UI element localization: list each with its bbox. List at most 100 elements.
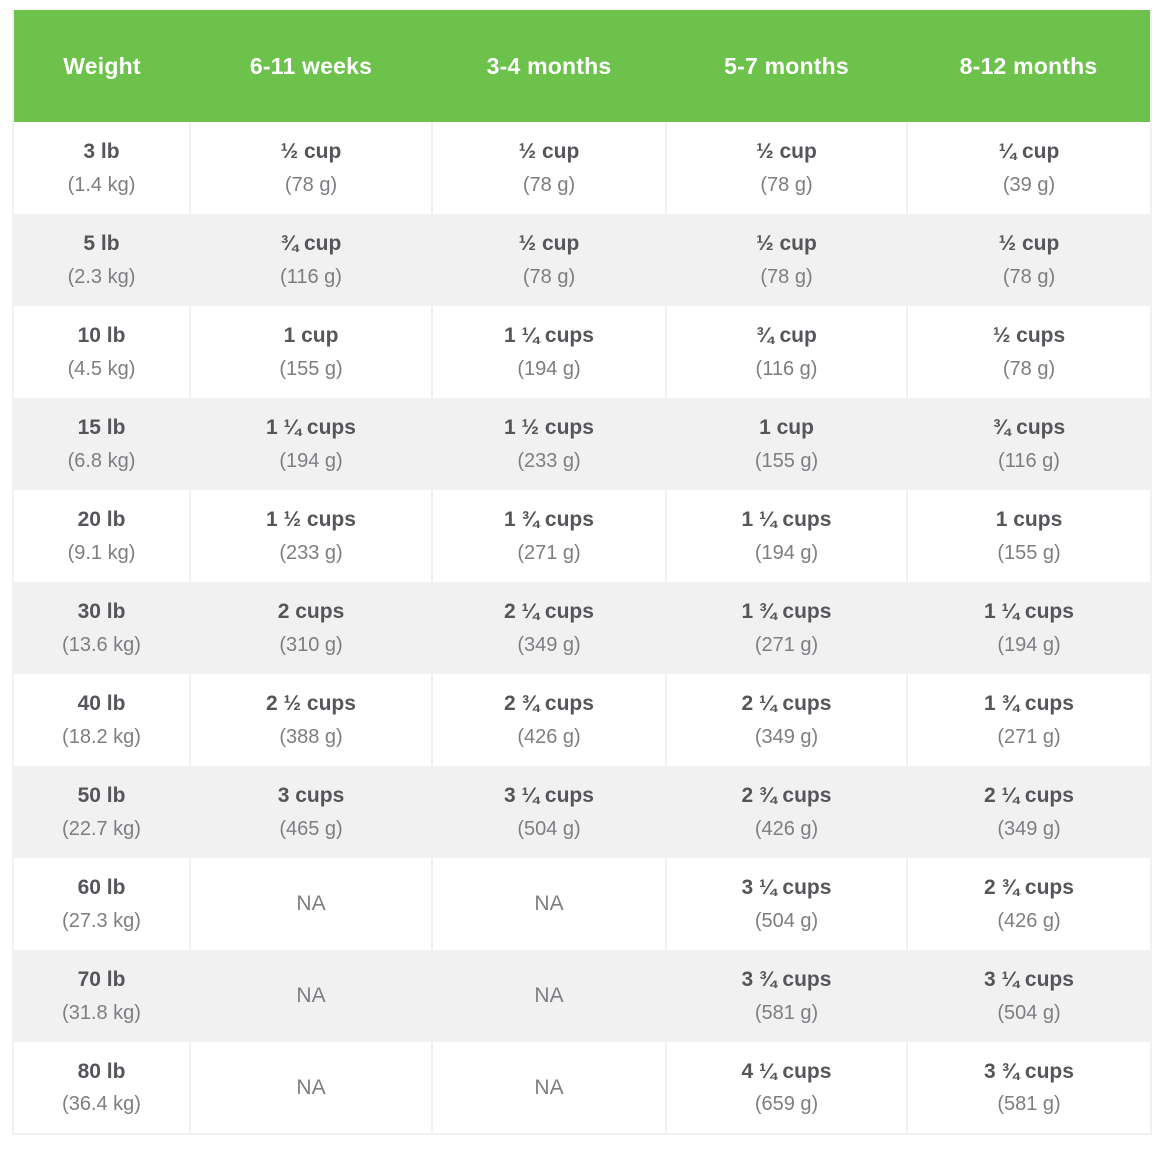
table-row-80-lb: 80 lb (36.4 kg) NA NA 4 ¼ cups (659 g) 3 ¾ cup… (13, 1042, 1151, 1134)
grams-value: (581 g) (997, 1093, 1061, 1116)
cups-value: ½ cup (518, 232, 580, 256)
grams-value: (194 g) (997, 633, 1061, 656)
grams-value: (271 g) (754, 633, 819, 656)
amount-cell: ½ cup (78 g) (432, 214, 667, 306)
table-row-50-lb: 50 lb (22.7 kg) 3 cups (465 g) 3 ¼ cups (504 … (13, 766, 1151, 858)
grams-value: (349 g) (517, 633, 581, 656)
weight-lb-value: 10 lb (77, 324, 126, 348)
weight-lb-value: 40 lb (77, 692, 126, 716)
amount-cell: 3 ¼ cups (504 g) (907, 950, 1151, 1042)
weight-cell: 30 lb (13.6 kg) (13, 582, 191, 674)
weight-lb-value: 80 lb (77, 1059, 126, 1083)
amount-cell: 1 ¼ cups (194 g) (190, 398, 433, 490)
grams-value: (155 g) (754, 449, 819, 472)
amount-cell: ½ cup (78 g) (666, 122, 908, 214)
weight-kg-value: (6.8 kg) (67, 449, 136, 472)
grams-value: (78 g) (522, 173, 576, 196)
amount-cell: ½ cup (78 g) (190, 122, 433, 214)
table-row-15-lb: 15 lb (6.8 kg) 1 ¼ cups (194 g) 1 ½ cups (233… (13, 398, 1151, 490)
header-row: Weight 6-11 weeks 3-4 months 5-7 months 8-12… (13, 10, 1151, 122)
page: Weight 6-11 weeks 3-4 months 5-7 months 8-12… (12, 10, 1152, 1135)
feeding-chart-table: Weight 6-11 weeks 3-4 months 5-7 months 8-12… (12, 10, 1152, 1135)
table-row-20-lb: 20 lb (9.1 kg) 1 ½ cups (233 g) 1 ¾ cups (271… (13, 490, 1151, 582)
cups-value: 1 cups (995, 508, 1063, 532)
cups-value: 3 ¾ cups (984, 1059, 1074, 1083)
grams-value: (116 g) (998, 449, 1060, 472)
grams-value: (349 g) (997, 817, 1061, 840)
weight-cell: 80 lb (36.4 kg) (13, 1042, 191, 1134)
weight-kg-value: (2.3 kg) (67, 265, 136, 288)
cups-value: ½ cup (756, 232, 817, 256)
weight-kg-value: (13.6 kg) (62, 633, 141, 656)
na-value: NA (534, 892, 564, 916)
amount-cell: ½ cup (78 g) (907, 214, 1151, 306)
grams-value: (271 g) (997, 725, 1061, 748)
weight-kg-value: (18.2 kg) (62, 725, 141, 748)
amount-cell: ½ cup (78 g) (666, 214, 908, 306)
cups-value: 3 ¼ cups (504, 784, 594, 808)
amount-cell: 2 ¼ cups (349 g) (666, 674, 908, 766)
cups-value: 2 cups (277, 600, 345, 624)
amount-cell: 1 ¼ cups (194 g) (432, 306, 667, 398)
na-value: NA (296, 1075, 326, 1099)
cups-value: 3 ¼ cups (741, 876, 832, 900)
amount-cell: 2 ¾ cups (426 g) (666, 766, 908, 858)
cups-value: ¼ cup (998, 140, 1060, 164)
weight-lb-value: 3 lb (83, 140, 120, 164)
grams-value: (581 g) (754, 1001, 819, 1024)
cups-value: 4 ¼ cups (741, 1059, 832, 1083)
column-header-8-12-months: 8-12 months (907, 10, 1151, 122)
weight-kg-value: (36.4 kg) (62, 1093, 141, 1116)
cups-value: 2 ¼ cups (984, 784, 1074, 808)
weight-kg-value: (9.1 kg) (67, 541, 136, 564)
weight-lb-value: 70 lb (77, 968, 126, 992)
amount-cell: NA (432, 950, 667, 1042)
amount-cell: ½ cups (78 g) (907, 306, 1151, 398)
amount-cell: NA (190, 950, 433, 1042)
amount-cell: 2 cups (310 g) (190, 582, 433, 674)
cups-value: 3 ¼ cups (984, 968, 1074, 992)
grams-value: (78 g) (1002, 357, 1056, 380)
cups-value: 2 ¾ cups (984, 876, 1074, 900)
weight-lb-value: 60 lb (77, 876, 126, 900)
cups-value: ¾ cup (756, 324, 817, 348)
amount-cell: 3 cups (465 g) (190, 766, 433, 858)
grams-value: (155 g) (997, 541, 1061, 564)
grams-value: (194 g) (279, 449, 343, 472)
grams-value: (465 g) (279, 817, 343, 840)
cups-value: 2 ¾ cups (741, 784, 832, 808)
grams-value: (271 g) (517, 541, 581, 564)
weight-kg-value: (1.4 kg) (67, 173, 136, 196)
weight-kg-value: (31.8 kg) (62, 1001, 141, 1024)
amount-cell: ¼ cup (39 g) (907, 122, 1151, 214)
grams-value: (426 g) (754, 817, 819, 840)
grams-value: (116 g) (280, 265, 342, 288)
cups-value: ½ cup (280, 140, 342, 164)
column-header-3-4-months: 3-4 months (432, 10, 666, 122)
column-header-6-11-weeks: 6-11 weeks (190, 10, 432, 122)
amount-cell: ¾ cups (116 g) (907, 398, 1151, 490)
na-value: NA (296, 892, 326, 916)
table-row-5-lb: 5 lb (2.3 kg) ¾ cup (116 g) ½ cup (78 g) ½ cup… (13, 214, 1151, 306)
grams-value: (39 g) (1002, 173, 1056, 196)
amount-cell: 1 ½ cups (233 g) (432, 398, 667, 490)
weight-cell: 3 lb (1.4 kg) (13, 122, 191, 214)
cups-value: 1 ¾ cups (741, 600, 832, 624)
grams-value: (233 g) (517, 449, 581, 472)
table-row-3-lb: 3 lb (1.4 kg) ½ cup (78 g) ½ cup (78 g) ½ cup (… (13, 122, 1151, 214)
amount-cell: 1 ¾ cups (271 g) (432, 490, 667, 582)
weight-lb-value: 30 lb (77, 600, 126, 624)
amount-cell: 2 ½ cups (388 g) (190, 674, 433, 766)
grams-value: (78 g) (522, 265, 576, 288)
cups-value: ¾ cups (992, 416, 1066, 440)
cups-value: 1 ½ cups (504, 416, 594, 440)
weight-kg-value: (22.7 kg) (62, 817, 141, 840)
amount-cell: 1 ¼ cups (194 g) (907, 582, 1151, 674)
grams-value: (349 g) (754, 725, 819, 748)
amount-cell: 2 ¼ cups (349 g) (907, 766, 1151, 858)
weight-cell: 40 lb (18.2 kg) (13, 674, 191, 766)
amount-cell: 1 cup (155 g) (190, 306, 433, 398)
weight-lb-value: 5 lb (83, 232, 120, 256)
weight-lb-value: 50 lb (77, 784, 126, 808)
grams-value: (78 g) (1002, 265, 1056, 288)
